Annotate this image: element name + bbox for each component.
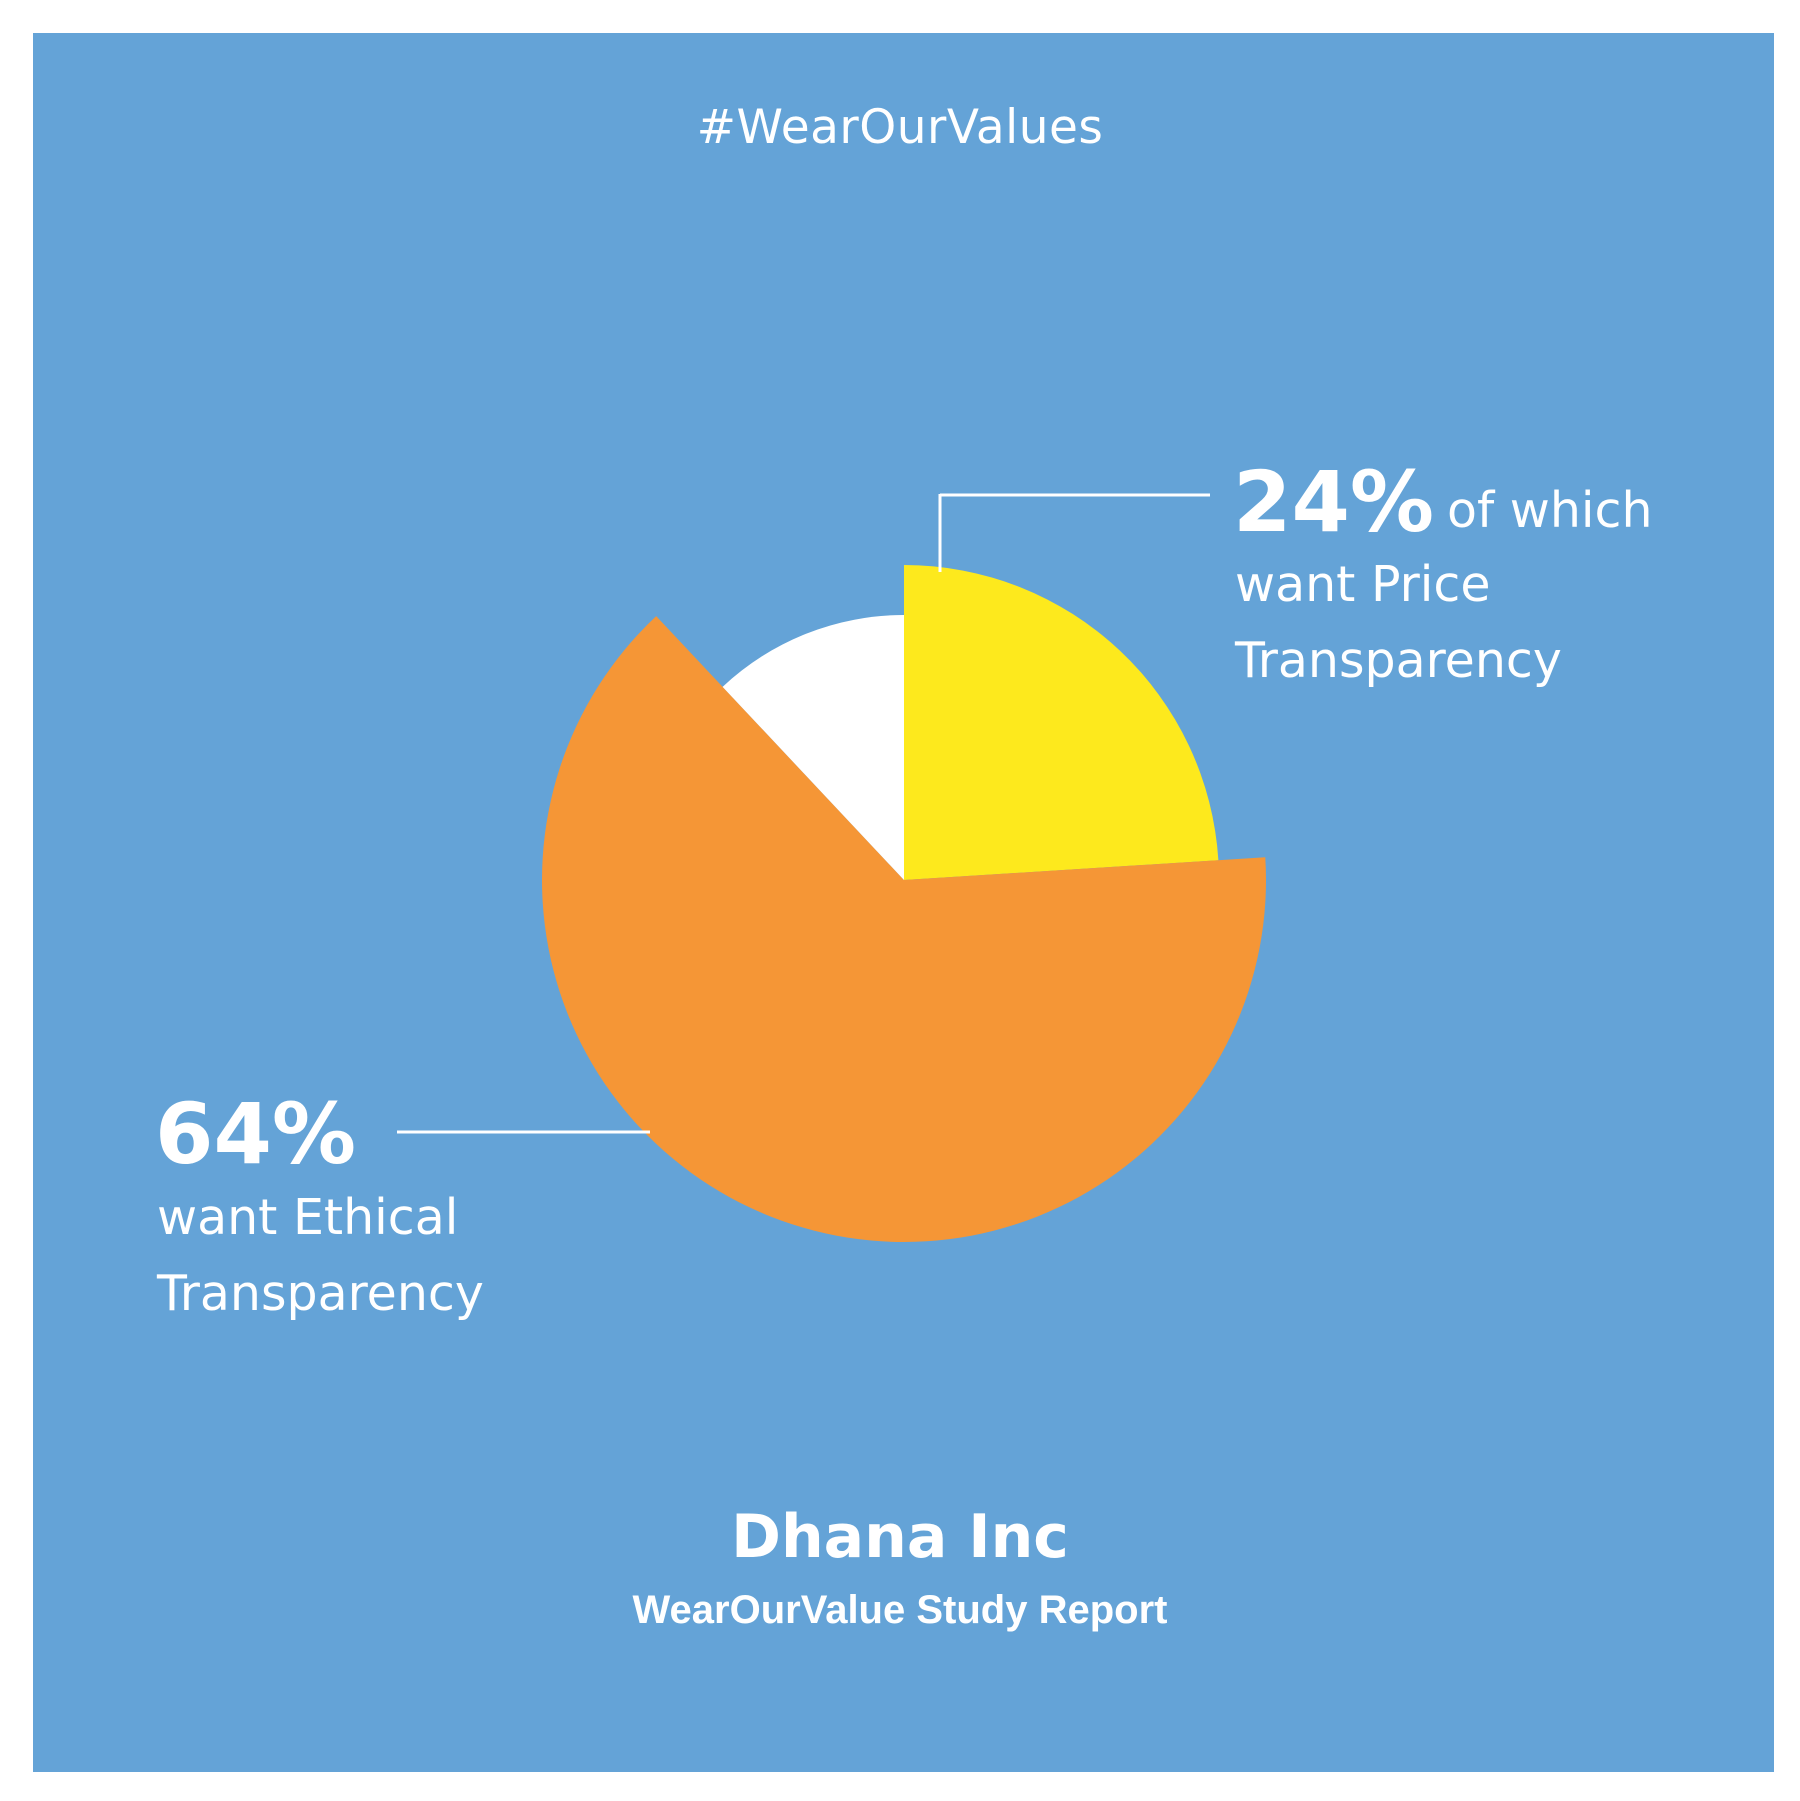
company-name: Dhana Inc bbox=[731, 1502, 1069, 1572]
price-label-line3: Transparency bbox=[1235, 632, 1562, 689]
ethical-label-line1: want Ethical bbox=[157, 1189, 459, 1246]
pie-slices bbox=[541, 565, 1266, 1242]
price-label-line2: want Price bbox=[1235, 556, 1491, 613]
pie-slice-other bbox=[722, 615, 904, 880]
ethical-label-line2: Transparency bbox=[157, 1265, 484, 1322]
price-percent: 24% bbox=[1233, 453, 1435, 551]
report-title: WearOurValue Study Report bbox=[632, 1588, 1168, 1632]
price-label-line1: of which bbox=[1447, 482, 1653, 539]
ethical-percent: 64% bbox=[155, 1085, 357, 1183]
hashtag-title: #WearOurValues bbox=[696, 100, 1104, 155]
pie-slice-ethical bbox=[541, 616, 1266, 1242]
pie-slice-price bbox=[904, 565, 1219, 880]
